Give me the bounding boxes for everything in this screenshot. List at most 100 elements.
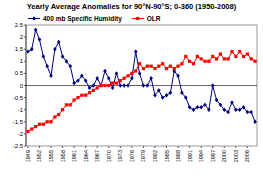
x-tick [97,146,98,148]
point [238,108,242,112]
point [38,37,42,41]
point [134,69,137,72]
legend: 400 mb Specific HumidityOLR [28,15,161,23]
point [115,81,118,84]
x-tick-label: 1985 [164,150,170,162]
point [226,110,230,114]
point [215,98,219,102]
point [188,105,192,109]
point [188,60,191,63]
point [180,91,184,95]
x-tick [27,146,28,148]
x-tick-label: 1991 [187,150,193,162]
point [180,62,183,65]
point [223,57,226,60]
point [84,78,88,82]
x-tick [85,146,86,148]
point [219,52,222,55]
point [230,50,233,53]
point [169,91,173,95]
x-tick [235,146,236,148]
point [42,123,45,126]
point [192,62,195,65]
x-tick [154,146,155,148]
point [211,83,215,87]
x-tick [247,146,248,148]
point [142,83,146,87]
point [169,65,172,68]
series-line [28,30,255,122]
x-tick [108,146,109,148]
point [46,120,49,123]
point [242,55,245,58]
point [115,71,119,75]
x-tick-label: 2003 [233,150,239,162]
point [234,108,238,112]
legend-marker [32,16,36,20]
point [250,57,253,60]
point [246,110,250,114]
point [142,67,145,70]
y-axis-line [26,25,27,146]
point [134,49,138,53]
point [80,94,83,97]
y-tick-label: 1 [20,58,24,64]
point [68,64,72,68]
legend-label: OLR [147,15,161,22]
point [107,84,110,87]
point [196,105,200,109]
x-tick-label: 2006 [244,150,250,162]
point [203,103,207,107]
x-tick-label: 1961 [71,150,77,162]
point [45,64,49,68]
x-tick [51,146,52,148]
point [165,67,168,70]
point [138,62,141,65]
chart: Yearly Average Anomalies for 90°N-90°S; … [0,0,263,180]
point [49,74,53,78]
point [222,108,226,112]
point [72,81,76,85]
point [69,103,72,106]
x-tick-label: 1997 [210,150,216,162]
y-tick-label: 1.5 [15,46,24,52]
point [38,123,41,126]
x-tick-label: 1979 [140,150,146,162]
point [157,88,161,92]
y-tick-label: -1.5 [13,119,24,125]
point [200,57,203,60]
point [95,76,99,80]
x-tick-label: 1994 [198,150,204,162]
point [138,71,142,75]
y-tick-label: -1 [18,107,24,113]
point [145,83,149,87]
point [130,76,134,80]
x-tick [178,146,179,148]
point [96,86,99,89]
point [126,83,130,87]
x-tick-label: 1973 [117,150,123,162]
point [203,60,206,63]
point [146,65,149,68]
series-line [28,52,255,132]
x-tick-label: 1955 [48,150,54,162]
point [34,125,37,128]
point [76,96,79,99]
point [246,52,249,55]
point [111,81,114,84]
point [123,77,126,80]
plot-frame [26,25,257,146]
point [53,47,57,51]
point [176,74,180,78]
point [249,110,253,114]
point [242,105,246,109]
y-tick-label: 0 [20,83,24,89]
x-tick [120,146,121,148]
point [253,120,257,124]
point [161,62,164,65]
point [84,94,87,97]
x-tick-label: 1958 [60,150,66,162]
x-tick [62,146,63,148]
point [34,28,38,32]
point [184,55,187,58]
